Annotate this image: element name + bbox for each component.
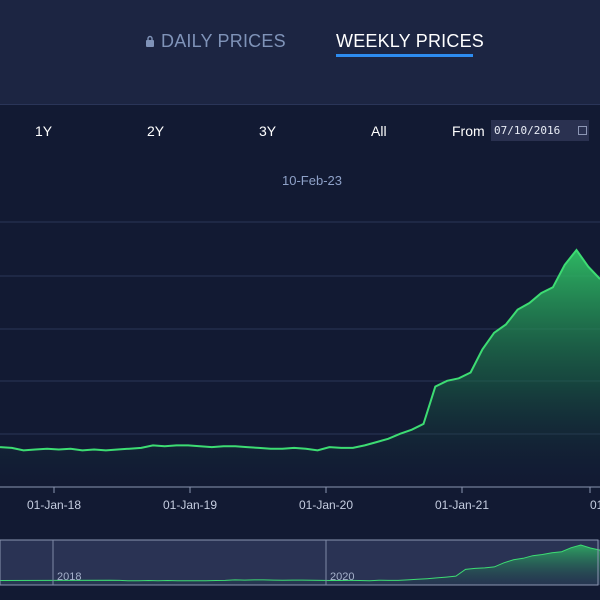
range-button-all[interactable]: All bbox=[371, 123, 387, 139]
navigator[interactable]: 2018 2020 bbox=[0, 539, 600, 586]
from-date-value: 07/10/2016 bbox=[494, 124, 561, 137]
x-tick-label: 01-Jan-18 bbox=[27, 498, 81, 512]
x-axis-ticks: 01-Jan-18 01-Jan-19 01-Jan-20 01-Jan-21 01-J… bbox=[27, 487, 600, 512]
range-button-3y[interactable]: 3Y bbox=[259, 123, 277, 139]
navigator-ticks: 2018 2020 bbox=[52, 540, 354, 585]
tab-daily-label: DAILY PRICES bbox=[161, 31, 286, 51]
x-tick-label: 01-Jan-21 bbox=[435, 498, 489, 512]
hover-date-label: 10-Feb-23 bbox=[282, 173, 342, 188]
price-line-series bbox=[0, 248, 600, 452]
from-date-input[interactable]: 07/10/2016 bbox=[491, 120, 589, 141]
lock-icon bbox=[146, 35, 154, 47]
price-tabs: DAILY PRICES WEEKLY PRICES bbox=[0, 0, 600, 104]
tab-weekly-label: WEEKLY PRICES bbox=[336, 31, 484, 51]
from-label: From bbox=[452, 123, 485, 139]
navigator-tick-label: 2018 bbox=[57, 571, 81, 583]
calendar-icon[interactable] bbox=[578, 126, 587, 135]
navigator-tick-label: 2020 bbox=[330, 571, 354, 583]
range-button-2y[interactable]: 2Y bbox=[147, 123, 165, 139]
tab-daily-prices[interactable]: DAILY PRICES bbox=[145, 31, 286, 52]
x-tick-label: 01-Jan bbox=[590, 498, 600, 512]
navigator-window[interactable] bbox=[0, 539, 599, 586]
range-button-1y[interactable]: 1Y bbox=[35, 123, 53, 139]
active-tab-indicator bbox=[336, 54, 473, 57]
x-tick-label: 01-Jan-19 bbox=[163, 498, 217, 512]
tab-weekly-prices[interactable]: WEEKLY PRICES bbox=[336, 31, 484, 52]
navigator-line bbox=[0, 544, 600, 582]
x-tick-label: 01-Jan-20 bbox=[299, 498, 353, 512]
price-area-fill bbox=[0, 250, 600, 487]
divider bbox=[0, 104, 600, 105]
navigator-area bbox=[0, 545, 600, 585]
